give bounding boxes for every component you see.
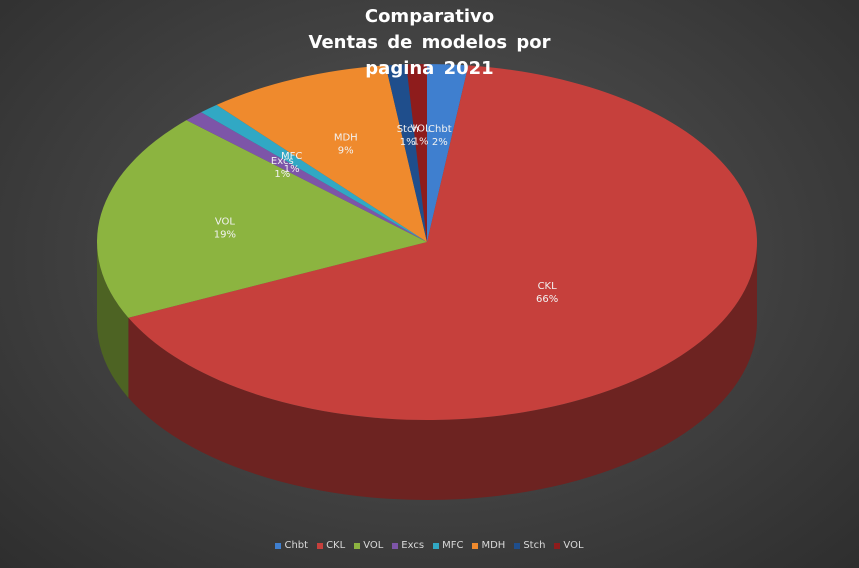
pie-slice-ckl-1 (128, 65, 757, 420)
data-label-excs-3: Excs 1% (271, 156, 294, 180)
pie-slice-mdh-5 (216, 65, 427, 242)
data-label-ckl-1: CKL 66% (536, 281, 558, 305)
legend-item-stch-6: Stch (514, 540, 545, 551)
data-label-vol-2: VOL 19% (214, 217, 236, 241)
legend-label: MDH (481, 540, 506, 551)
data-label-mdh-5: MDH 9% (334, 133, 358, 157)
legend-label: CKL (326, 540, 346, 551)
chart-title-line-3: pagina 2021 (365, 58, 494, 79)
data-label-vol-7: VOL 1% (411, 124, 432, 148)
legend-item-vol-2: VOL (354, 540, 383, 551)
legend-swatch (354, 542, 361, 549)
legend-swatch (275, 542, 282, 549)
pie-slice-chbt-0 (427, 64, 469, 242)
pie-slices (96, 64, 757, 420)
legend-swatch (514, 542, 521, 549)
data-label-mfc-4: MFC 1% (281, 151, 302, 175)
data-label-stch-6: Stch 1% (397, 124, 419, 148)
chart-legend: Chbt CKL VOL Excs MFC MDH Stch VOL (0, 540, 859, 551)
legend-label: Excs (401, 540, 425, 551)
legend-swatch (317, 542, 324, 549)
pie-side-ckl-1 (128, 242, 757, 500)
chart-title-line-2: Ventas de modelos por (308, 32, 551, 53)
pie-side-vol-2 (97, 242, 129, 398)
pie-slice-vol-7 (406, 64, 427, 242)
chart-title: Comparativo Ventas de modelos por pagina… (0, 4, 859, 82)
legend-swatch (472, 542, 479, 549)
legend-item-ckl-1: CKL (317, 540, 345, 551)
legend-item-chbt-0: Chbt (275, 540, 308, 551)
chart-title-line-1: Comparativo (364, 6, 495, 27)
legend-item-mfc-4: MFC (433, 540, 463, 551)
legend-swatch (554, 542, 561, 549)
pie-slice-excs-3 (186, 112, 427, 242)
data-label-chbt-0: Chbt 2% (428, 124, 452, 148)
pie-data-labels: Chbt 2% CKL 66% VOL 19% Excs 1%MFC 1% MDH 9% Stch 1%… (214, 124, 558, 305)
legend-item-vol-7: VOL (554, 540, 584, 551)
pie-sides (97, 242, 757, 500)
pie-slice-mfc-4 (201, 104, 427, 243)
legend-label: VOL (363, 540, 384, 551)
legend-item-mdh-5: MDH (472, 540, 505, 551)
legend-label: VOL (563, 540, 584, 551)
legend-label: Stch (523, 540, 546, 551)
legend-label: Chbt (284, 540, 309, 551)
pie-slice-vol-2 (96, 120, 427, 318)
legend-item-excs-3: Excs (392, 540, 424, 551)
legend-swatch (392, 542, 399, 549)
legend-swatch (433, 542, 440, 549)
pie-slice-stch-6 (385, 64, 427, 242)
legend-label: MFC (442, 540, 464, 551)
